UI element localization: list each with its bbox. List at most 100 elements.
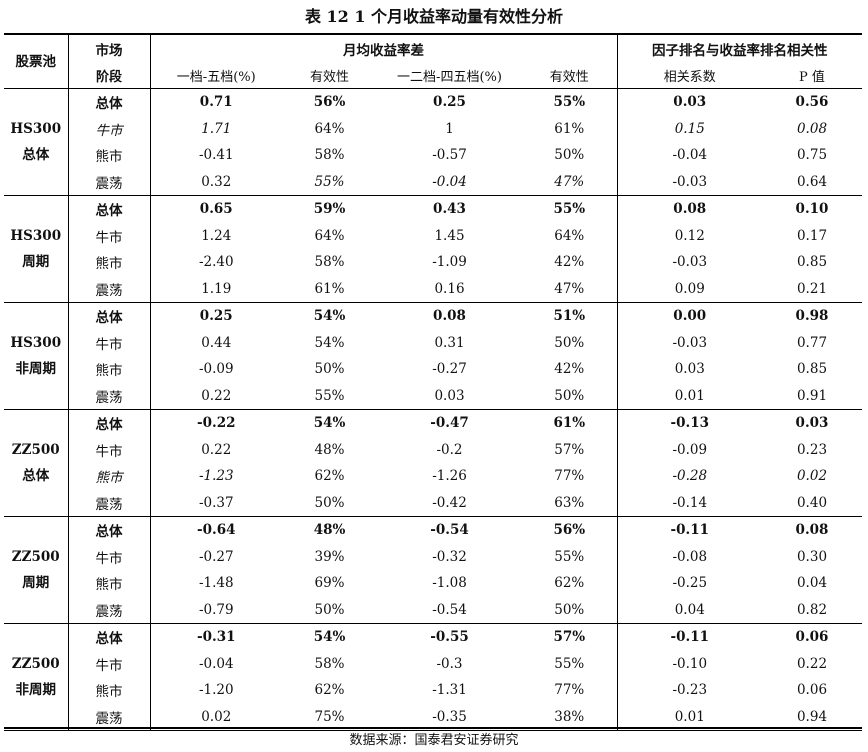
market-stage-cell: 总体 [95, 96, 123, 113]
eff1-cell: 58% [314, 254, 345, 271]
table-row: ZZ500 非周期 总体 -0.31 54% -0.55 57% -0.11 0.06 [4, 623, 862, 731]
p-cell: 0.03 [795, 415, 829, 432]
eff1-cell: 58% [314, 147, 345, 164]
eff2-cell: 55% [553, 94, 586, 111]
p-cell: 0.10 [795, 201, 829, 218]
spread1-cell: -0.22 [149, 409, 282, 437]
table-row: 震荡 1.19 61% 0.16 47% 0.09 0.21 [4, 275, 862, 303]
p-cell: 0.22 [796, 655, 828, 672]
spread2-cell: 0.31 [434, 334, 465, 351]
table-row: 震荡 -0.37 50% -0.42 63% -0.14 0.40 [4, 489, 862, 517]
header-row-2: 阶段 一档-五档(%) 有效性 一二档-四五档(%) 有效性 相关系数 P 值 [4, 62, 862, 89]
table-row: 熊市 -1.23 62% -1.26 77% -0.28 0.02 [4, 463, 862, 490]
eff2-cell: 62% [554, 575, 585, 592]
p-cell: 0.94 [796, 708, 828, 725]
eff2-cell: 77% [554, 468, 585, 485]
spread2-cell: -0.54 [432, 601, 467, 618]
table-title: 表 12 1 个月收益率动量有效性分析 [304, 7, 564, 26]
spread2-cell: -0.3 [436, 655, 463, 672]
eff1-cell: 54% [313, 415, 346, 432]
eff2-cell: 55% [554, 655, 585, 672]
spread2-cell: 0.25 [433, 94, 466, 111]
eff1-cell: 75% [314, 708, 345, 725]
header-col-corr: 相关系数 [616, 62, 762, 89]
table-row: 牛市 -0.27 39% -0.32 55% -0.08 0.30 [4, 543, 862, 570]
eff2-cell: 64% [554, 227, 585, 244]
eff1-cell: 62% [314, 468, 345, 485]
spread1-cell: 0.02 [149, 703, 282, 731]
eff1-cell: 61% [314, 280, 345, 297]
spread1-cell: -2.40 [149, 249, 282, 276]
market-stage-cell: 熊市 [95, 363, 123, 380]
spread1-cell: -0.31 [149, 623, 282, 651]
market-stage-cell: 震荡 [95, 496, 123, 513]
p-cell: 0.77 [796, 334, 828, 351]
header-row-1: 股票池 市场 月均收益率差 因子排名与收益率排名相关性 [4, 35, 862, 89]
pool-segment: 周期 [22, 575, 50, 591]
header-col-eff1: 有效性 [309, 69, 349, 85]
p-cell: 0.04 [796, 575, 828, 592]
table-row: HS300 周期 总体 0.65 59% 0.43 55% 0.08 0.10 [4, 195, 862, 303]
eff2-cell: 63% [554, 494, 585, 511]
eff2-cell: 57% [554, 441, 585, 458]
pool-label: HS300 总体 [4, 88, 69, 196]
table-row: 震荡 -0.79 50% -0.54 50% 0.04 0.82 [4, 596, 862, 624]
corr-cell: 0.03 [616, 88, 762, 116]
table-row: 牛市 0.44 54% 0.31 50% -0.03 0.77 [4, 329, 862, 356]
table-body: 股票池 市场 月均收益率差 因子排名与收益率排名相关性 阶段 一档-五档(%) … [4, 35, 862, 731]
market-stage-cell: 熊市 [95, 470, 123, 487]
header-pool: 股票池 [4, 35, 69, 89]
pool-label: ZZ500 非周期 [4, 623, 69, 731]
pool-segment: 非周期 [15, 361, 57, 377]
pool-name: HS300 [10, 121, 62, 137]
spread2-cell: -0.35 [432, 708, 467, 725]
spread1-cell: -0.37 [149, 489, 282, 517]
spread1-cell: -0.09 [149, 356, 282, 383]
eff2-cell: 55% [553, 201, 586, 218]
eff1-cell: 69% [314, 575, 345, 592]
market-stage-cell: 总体 [95, 524, 123, 541]
eff1-cell: 64% [314, 120, 345, 137]
corr-cell: 0.00 [616, 302, 762, 330]
eff1-cell: 62% [314, 682, 345, 699]
eff2-cell: 42% [554, 254, 585, 271]
spread2-cell: -1.09 [432, 254, 467, 271]
table-row: 牛市 1.24 64% 1.45 64% 0.12 0.17 [4, 222, 862, 249]
pool-label: ZZ500 总体 [4, 409, 69, 517]
spread1-cell: -0.64 [149, 516, 282, 544]
corr-cell: 0.01 [616, 382, 762, 410]
bottom-rule [4, 727, 862, 729]
header-col-spread1: 一档-五档(%) [149, 62, 282, 89]
corr-cell: -0.09 [616, 436, 762, 463]
eff2-cell: 61% [554, 120, 585, 137]
spread1-cell: 0.25 [149, 302, 282, 330]
eff1-cell: 48% [314, 441, 345, 458]
momentum-effectiveness-table: 股票池 市场 月均收益率差 因子排名与收益率排名相关性 阶段 一档-五档(%) … [4, 35, 862, 731]
p-cell: 0.98 [795, 308, 829, 325]
eff2-cell: 47% [554, 280, 585, 297]
eff1-cell: 58% [314, 655, 345, 672]
corr-cell: -0.28 [616, 463, 762, 490]
market-stage-cell: 牛市 [95, 443, 123, 460]
table-row: 震荡 0.02 75% -0.35 38% 0.01 0.94 [4, 703, 862, 731]
eff1-cell: 56% [313, 94, 346, 111]
p-cell: 0.82 [796, 601, 828, 618]
market-stage-cell: 总体 [95, 417, 123, 434]
spread1-cell: -0.41 [149, 142, 282, 169]
p-cell: 0.30 [796, 548, 828, 565]
eff1-cell: 55% [314, 387, 345, 404]
eff2-cell: 50% [554, 334, 585, 351]
spread1-cell: 1.24 [149, 222, 282, 249]
corr-cell: -0.08 [616, 543, 762, 570]
eff1-cell: 55% [314, 173, 345, 190]
header-col-eff2: 有效性 [549, 69, 589, 85]
market-stage-cell: 震荡 [95, 389, 123, 406]
p-cell: 0.08 [795, 522, 829, 539]
pool-label: HS300 周期 [4, 195, 69, 303]
p-cell: 0.21 [796, 280, 828, 297]
p-cell: 0.06 [796, 682, 828, 699]
market-stage-cell: 牛市 [95, 122, 123, 139]
market-stage-cell: 震荡 [95, 282, 123, 299]
spread2-cell: -1.26 [432, 468, 467, 485]
spread1-cell: 0.32 [149, 168, 282, 196]
